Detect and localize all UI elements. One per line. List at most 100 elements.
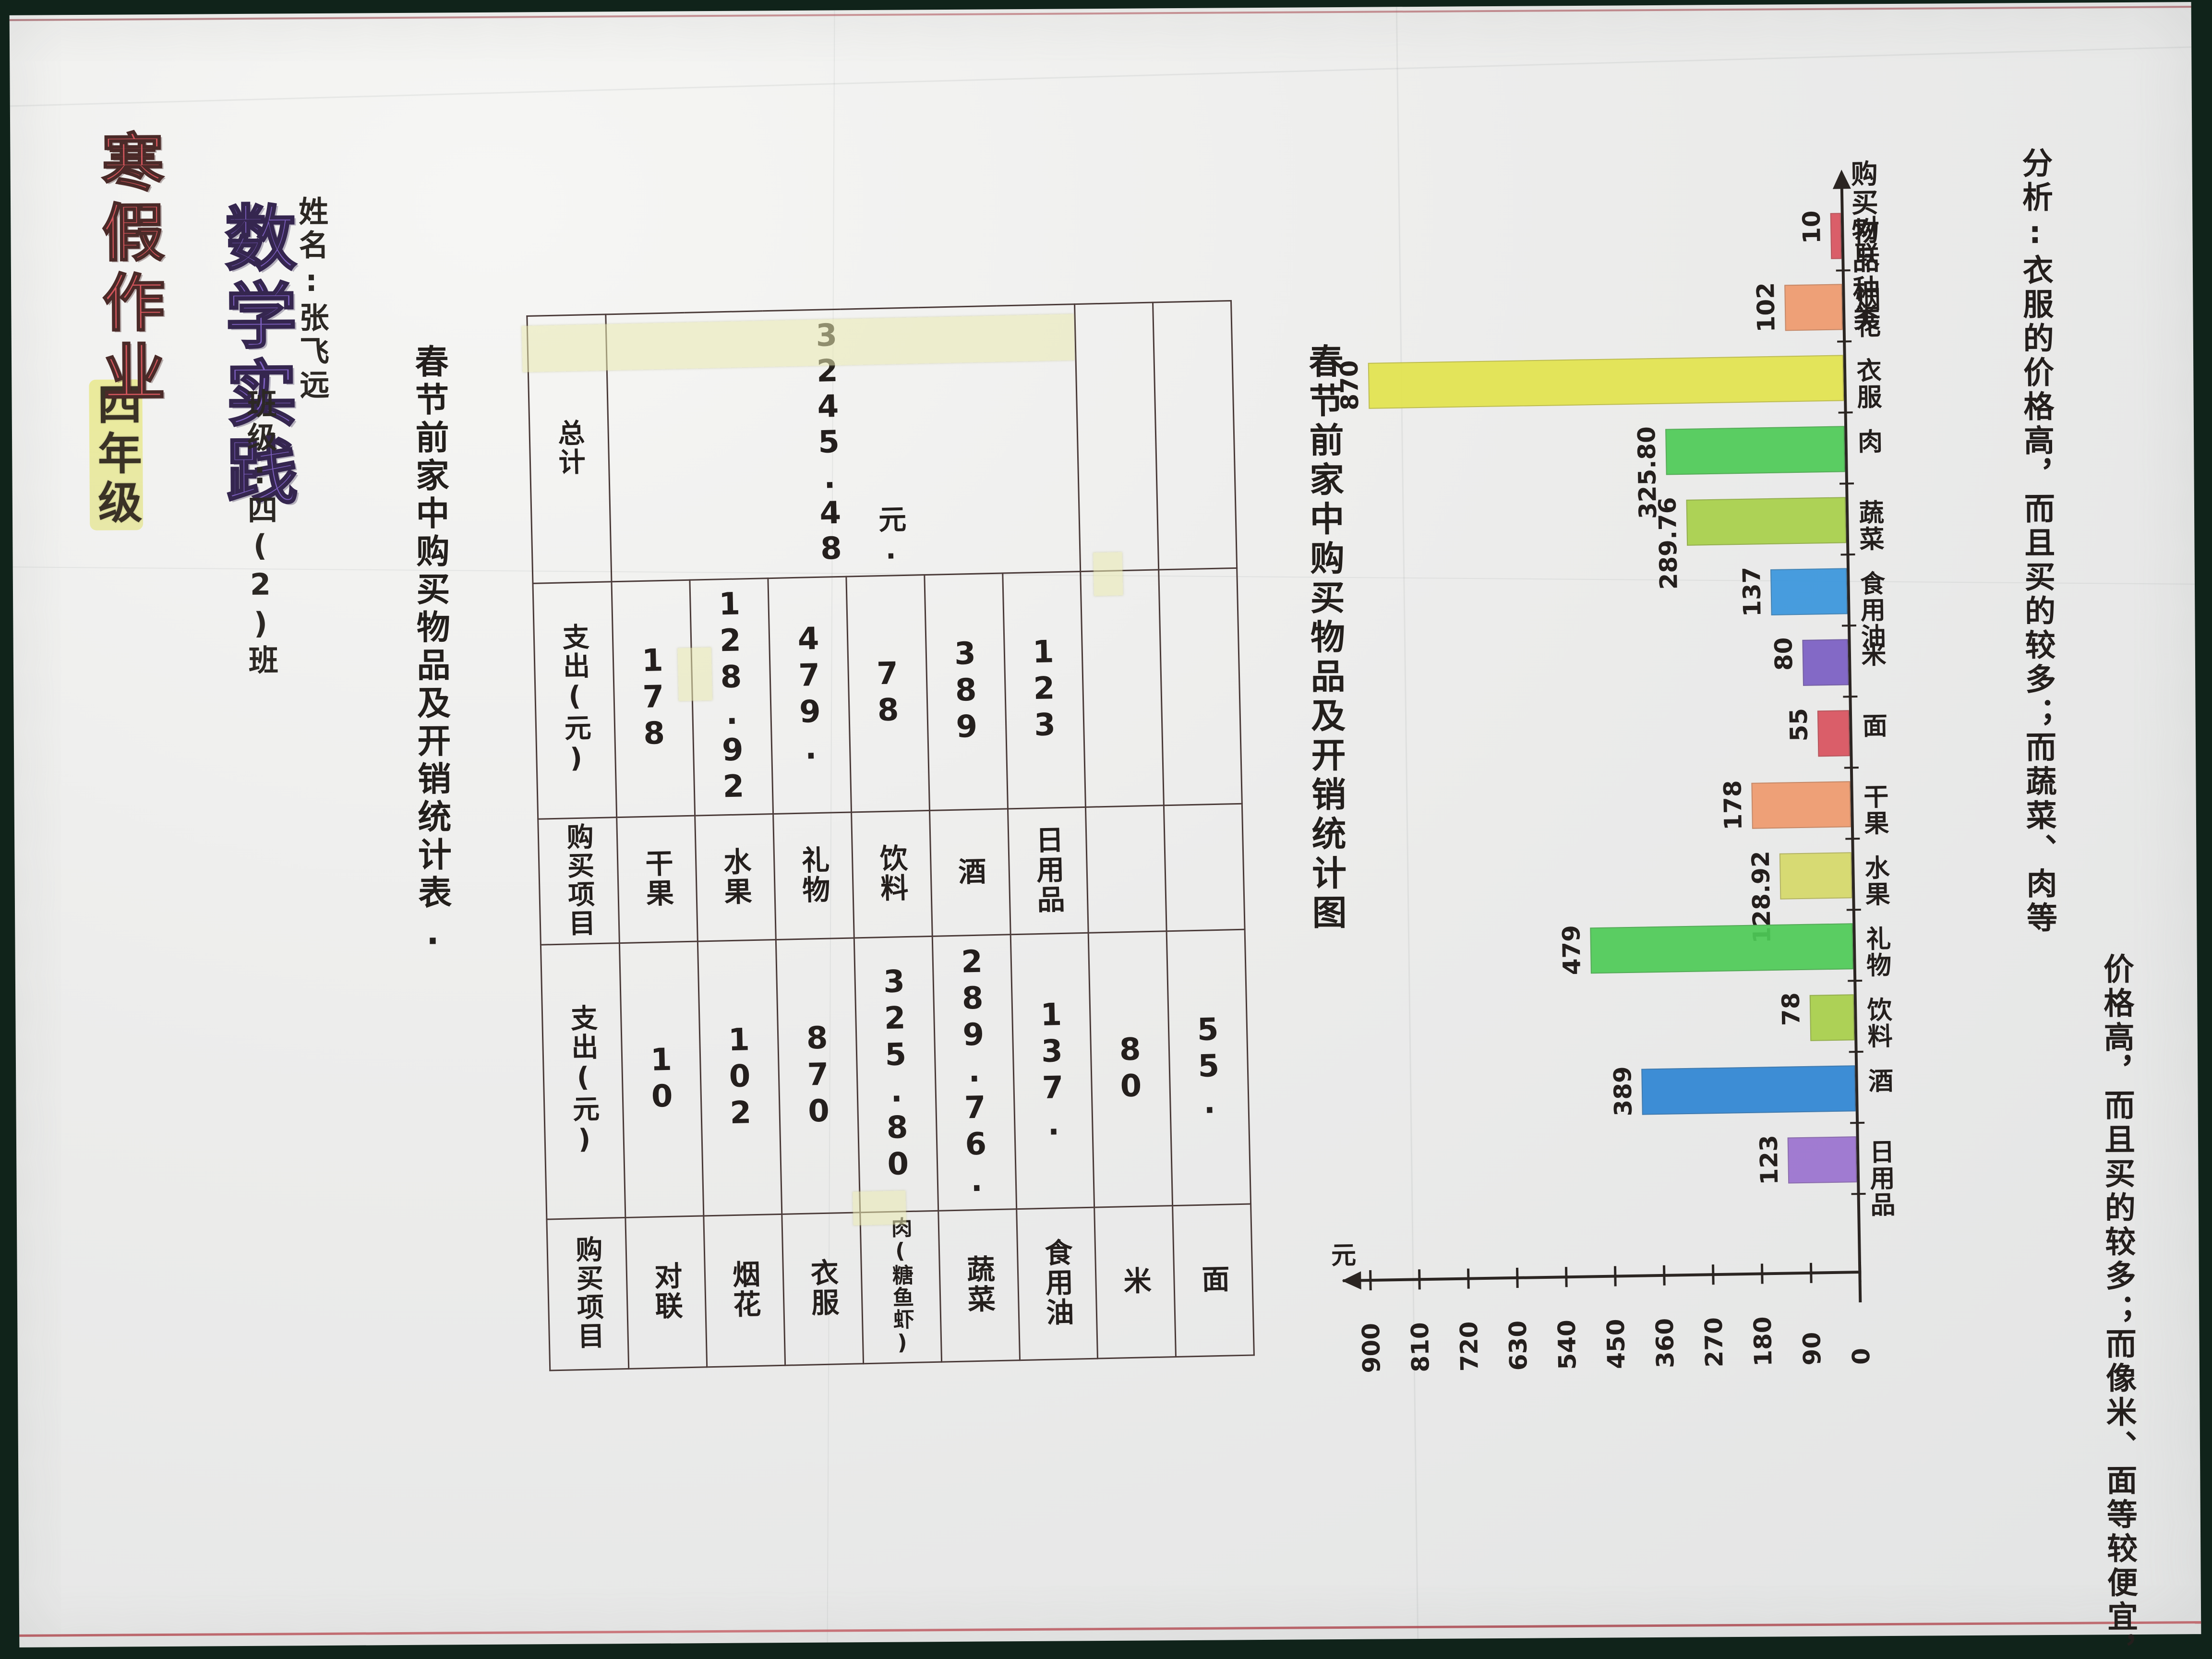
- cell-item: 饮料: [851, 810, 932, 938]
- cell-cost: 289.76.: [932, 934, 1017, 1211]
- category-label-烟花: 烟花: [1851, 286, 1881, 340]
- winter-homework-title: 寒假作业: [90, 129, 167, 411]
- bar-饮料: [1809, 994, 1855, 1041]
- category-label-面: 面: [1857, 712, 1887, 740]
- axis-tick-label: 630: [1503, 1320, 1533, 1371]
- cell-item: 礼物: [773, 812, 854, 940]
- cell-cost: 78: [846, 575, 930, 813]
- value-axis-arrow-icon: [1342, 1271, 1361, 1290]
- category-tick: [1844, 766, 1859, 769]
- bar-value-label: 289.76: [1653, 497, 1683, 590]
- axis-tick: [1711, 1264, 1715, 1285]
- header-cost-1: 支出(元): [541, 943, 626, 1219]
- cell-cost: [1158, 568, 1242, 805]
- axis-tick: [1369, 1270, 1372, 1291]
- axis-tick-label: 450: [1601, 1318, 1631, 1370]
- category-label-日用品: 日用品: [1864, 1138, 1895, 1218]
- bar-value-label: 178: [1719, 780, 1748, 831]
- cell-cost: 55.: [1166, 929, 1251, 1206]
- bar-value-label: 10: [1797, 210, 1826, 244]
- category-label-水果: 水果: [1860, 854, 1890, 908]
- bar-value-label: 55: [1784, 708, 1813, 742]
- cell-cost: 102: [697, 939, 782, 1216]
- conclusion-line-2: 价格高，而且买的较多；而像米、面等较便宜，而且买的不够: [2098, 952, 2140, 1659]
- total-value-cell: 3245.48 元.: [606, 304, 1081, 582]
- header-item-1: 购买项目: [546, 1217, 629, 1370]
- bar-蔬菜: [1686, 497, 1847, 546]
- table-row-item-left: 购买项目 对联 烟花 衣服 肉(糖鱼虾) 蔬菜 食用油 米 面: [546, 1203, 1254, 1370]
- category-label-礼物: 礼物: [1861, 925, 1891, 979]
- category-tick: [1836, 269, 1851, 272]
- cell-item: [1085, 805, 1167, 933]
- bar-series: 10 对联 102 烟花 870 衣服 325.80 肉 289.76 蔬菜 137 食用油 80 米 55…: [1299, 96, 1899, 1218]
- bar-肉: [1665, 426, 1845, 475]
- cell-cost: 128.92: [690, 578, 773, 816]
- cell-cost: 80: [1088, 931, 1173, 1208]
- bar-value-label: 78: [1777, 992, 1805, 1026]
- category-tick: [1850, 1121, 1865, 1124]
- cell-item: 水果: [695, 814, 776, 942]
- bar-value-label: 870: [1335, 360, 1364, 411]
- category-label-肉: 肉: [1853, 428, 1883, 456]
- bar-衣服: [1368, 355, 1844, 409]
- axis-tick-label: 900: [1357, 1322, 1386, 1373]
- axis-tick: [1418, 1269, 1421, 1290]
- cell-cost: 389: [924, 573, 1008, 811]
- category-label-米: 米: [1856, 641, 1886, 669]
- bar-value-label: 123: [1755, 1134, 1783, 1186]
- cell-item: 酒: [929, 808, 1010, 937]
- cell-cost: 870: [776, 938, 860, 1214]
- bar-日用品: [1787, 1136, 1857, 1184]
- cell-cost: 137.: [1010, 933, 1094, 1209]
- total-pad-cell: [1074, 302, 1159, 572]
- axis-tick-label: 540: [1552, 1319, 1582, 1370]
- cell-cost: [1081, 569, 1164, 807]
- bar-value-label: 137: [1737, 566, 1767, 617]
- paper-edge-stripe: [19, 1621, 2201, 1637]
- bar-水果: [1779, 852, 1852, 900]
- category-tick: [1845, 837, 1860, 840]
- bar-value-label: 389: [1609, 1066, 1637, 1117]
- cell-item: 面: [1172, 1203, 1254, 1357]
- total-pad-cell: [1153, 301, 1237, 570]
- cell-cost: 178: [612, 580, 695, 817]
- bar-干果: [1751, 781, 1851, 829]
- cell-item: 蔬菜: [938, 1209, 1020, 1362]
- cell-cost: 479.: [768, 577, 852, 814]
- category-label-干果: 干果: [1859, 783, 1889, 837]
- bar-value-label: 102: [1752, 282, 1781, 333]
- bar-米: [1802, 639, 1849, 686]
- cell-cost: 325.80: [854, 936, 938, 1213]
- category-tick: [1839, 482, 1854, 485]
- cell-item: 食用油: [1016, 1207, 1098, 1360]
- bar-礼物: [1590, 923, 1853, 974]
- axis-tick-label: 810: [1406, 1322, 1435, 1372]
- axis-tick: [1614, 1266, 1617, 1286]
- bar-面: [1817, 710, 1850, 757]
- category-tick: [1848, 979, 1863, 982]
- category-tick: [1846, 908, 1861, 911]
- bar-对联: [1830, 213, 1842, 259]
- value-axis-ticks: 0 90 180 270 360 450 540 630 720 810 900: [1299, 96, 1899, 1373]
- statistics-table: 总计 3245.48 元. 支出(元) 178 128.92 479. 78 3…: [521, 300, 1255, 1371]
- class-line: 班级:四(2)班: [241, 388, 279, 678]
- cell-item: 米: [1094, 1205, 1176, 1359]
- category-label-衣服: 衣服: [1851, 357, 1882, 411]
- cell-item: 衣服: [781, 1212, 864, 1366]
- paper-edge-stripe-top: [9, 6, 2191, 21]
- category-tick: [1838, 411, 1853, 414]
- axis-tick: [1662, 1265, 1666, 1286]
- category-label-蔬菜: 蔬菜: [1854, 499, 1884, 553]
- axis-tick: [1858, 1262, 1862, 1283]
- cell-item: 烟花: [704, 1214, 785, 1367]
- cell-item: [1164, 804, 1245, 931]
- header-cost-2: 支出(元): [532, 581, 617, 819]
- cell-cost: 10: [619, 941, 704, 1218]
- value-axis-unit: 元: [1326, 1241, 1356, 1267]
- category-label-对联: 对联: [1849, 215, 1879, 269]
- header-item-2: 购买项目: [538, 817, 620, 945]
- bar-食用油: [1770, 568, 1848, 615]
- cell-item: 日用品: [1007, 807, 1089, 935]
- category-label-食用油: 食用油: [1855, 570, 1886, 650]
- table-row-total: 总计 3245.48 元.: [527, 301, 1237, 584]
